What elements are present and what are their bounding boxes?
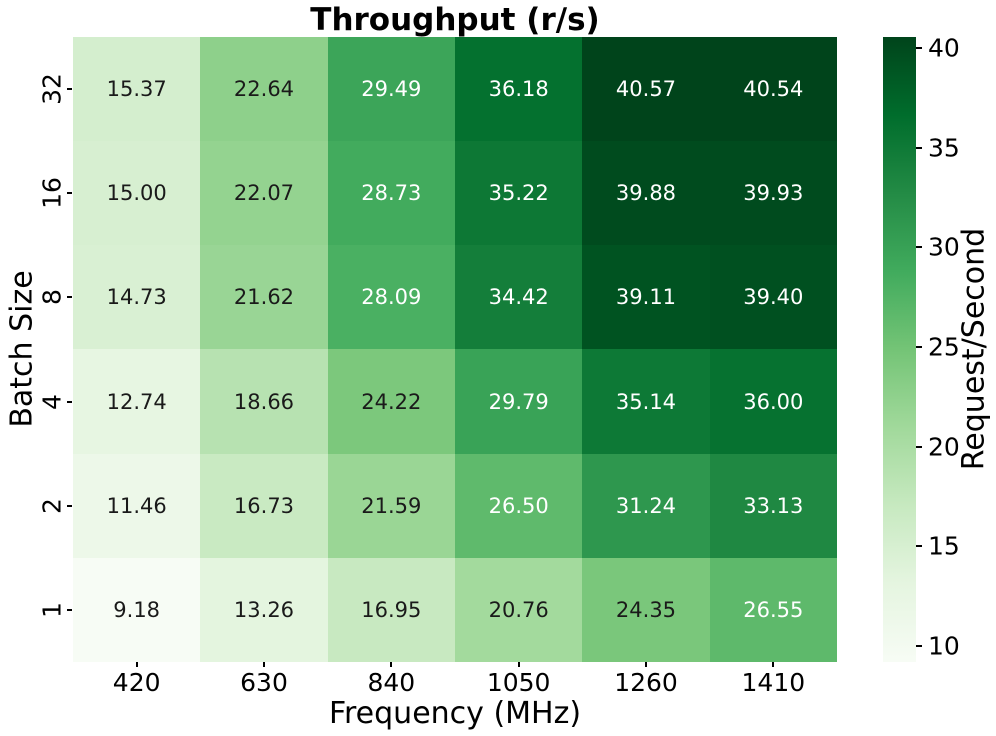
x-tick-mark (135, 662, 138, 667)
y-tick-mark (67, 88, 72, 91)
colorbar-tick-mark (916, 644, 922, 647)
colorbar-tick-label: 40 (928, 33, 960, 63)
heatmap-cell: 26.50 (455, 453, 583, 558)
x-tick-mark (390, 662, 393, 667)
y-axis-label: Batch Size (4, 270, 40, 428)
heatmap-cell: 39.88 (582, 141, 710, 246)
colorbar-tick-label: 10 (928, 631, 960, 661)
heatmap-cell: 28.09 (327, 245, 455, 350)
colorbar-tick-mark (916, 47, 922, 50)
heatmap-cell: 36.00 (709, 349, 837, 454)
x-tick-mark (645, 662, 647, 667)
heatmap-cell: 34.42 (455, 245, 583, 350)
x-tick-label: 1050 (486, 668, 551, 697)
heatmap-cell: 26.55 (709, 557, 837, 662)
heatmap-cell: 22.64 (200, 37, 328, 142)
colorbar-tick-label: 25 (928, 332, 960, 362)
heatmap-cell: 35.14 (582, 349, 710, 454)
y-tick-label: 8 (37, 289, 67, 306)
heatmap-grid: 15.37 22.64 29.49 36.18 40.57 40.54 15.00 22.07… (73, 37, 837, 662)
heatmap-cell: 39.11 (582, 245, 710, 350)
x-tick-label: 420 (112, 668, 161, 697)
colorbar-tick-label: 35 (928, 133, 960, 163)
y-tick-label: 32 (37, 73, 67, 105)
heatmap-cell: 24.35 (582, 557, 710, 662)
y-tick-mark (67, 296, 72, 299)
heatmap-cell: 15.37 (73, 37, 201, 142)
heatmap-cell: 14.73 (73, 245, 201, 350)
heatmap-cell: 28.73 (327, 141, 455, 246)
heatmap-cell: 21.62 (200, 245, 328, 350)
x-tick-mark (517, 662, 520, 667)
y-tick-label: 4 (37, 393, 67, 410)
colorbar-tick-mark (916, 445, 922, 448)
x-tick-label: 840 (367, 668, 416, 697)
colorbar (883, 37, 916, 662)
heatmap-cell: 15.00 (73, 141, 201, 246)
heatmap-cell: 11.46 (73, 453, 201, 558)
heatmap-cell: 24.22 (327, 349, 455, 454)
x-tick-mark (263, 662, 265, 667)
heatmap-cell: 13.26 (200, 557, 328, 662)
x-tick-label: 630 (240, 668, 288, 697)
colorbar-tick-mark (916, 346, 922, 348)
y-tick-mark (67, 608, 72, 611)
colorbar-tick-mark (916, 146, 922, 149)
heatmap-cell: 39.40 (709, 245, 837, 350)
colorbar-tick-label: 15 (928, 531, 960, 561)
heatmap-cell: 16.73 (200, 453, 328, 558)
colorbar-tick-mark (916, 545, 922, 548)
heatmap-cell: 22.07 (200, 141, 328, 246)
x-axis-label: Frequency (MHz) (328, 696, 582, 731)
y-tick-mark (67, 192, 72, 195)
heatmap-cell: 16.95 (327, 557, 455, 662)
x-tick-label: 1410 (741, 668, 806, 697)
colorbar-tick-label: 30 (928, 232, 960, 262)
colorbar-tick-mark (916, 246, 922, 249)
chart-title: Throughput (r/s) (310, 2, 600, 38)
heatmap-cell: 21.59 (327, 453, 455, 558)
heatmap-cell: 35.22 (455, 141, 583, 246)
heatmap-cell: 33.13 (709, 453, 837, 558)
heatmap-cell: 9.18 (73, 557, 201, 662)
x-tick-label: 1260 (614, 668, 678, 697)
heatmap-cell: 40.57 (582, 37, 710, 142)
heatmap-cell: 40.54 (709, 37, 837, 142)
heatmap-cell: 39.93 (709, 141, 837, 246)
heatmap-cell: 36.18 (455, 37, 583, 142)
y-tick-mark (67, 400, 72, 403)
heatmap-cell: 20.76 (455, 557, 583, 662)
colorbar-label: Request/Second (956, 227, 992, 471)
heatmap-cell: 18.66 (200, 349, 328, 454)
heatmap-cell: 29.49 (327, 37, 455, 142)
colorbar-tick-label: 20 (928, 432, 960, 462)
y-tick-mark (67, 504, 72, 507)
heatmap-cell: 12.74 (73, 349, 201, 454)
y-tick-label: 2 (37, 497, 67, 514)
y-tick-label: 16 (37, 177, 67, 210)
y-tick-label: 1 (37, 601, 67, 618)
heatmap-cell: 31.24 (582, 453, 710, 558)
heatmap-cell: 29.79 (455, 349, 583, 454)
x-tick-mark (772, 662, 775, 667)
